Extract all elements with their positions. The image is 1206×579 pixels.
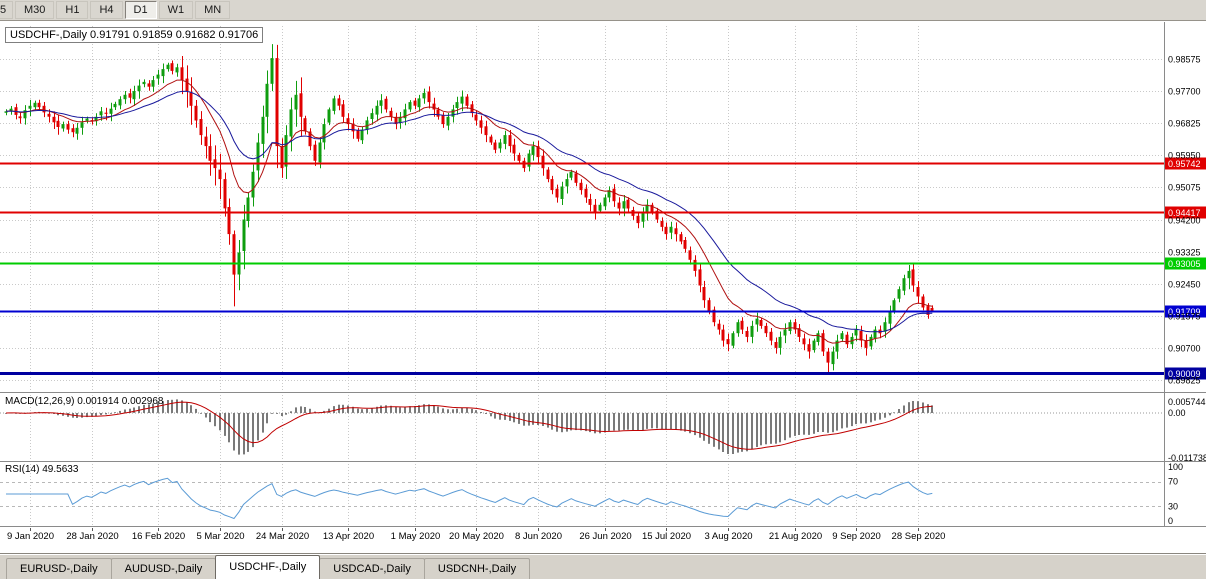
- svg-text:28 Sep 2020: 28 Sep 2020: [892, 531, 946, 542]
- svg-text:0.95075: 0.95075: [1168, 183, 1201, 193]
- tab-usdcnh-daily[interactable]: USDCNH-,Daily: [423, 558, 531, 579]
- moving-averages: [5, 79, 933, 344]
- svg-text:24 Mar 2020: 24 Mar 2020: [256, 531, 309, 542]
- svg-text:0.95742: 0.95742: [1168, 159, 1201, 169]
- timeframe-h1-button[interactable]: H1: [56, 1, 89, 19]
- horizontal-lines: 0.95742 0.94417 0.93005 0.91709 0.90009: [0, 157, 1206, 380]
- svg-text:26 Jun 2020: 26 Jun 2020: [579, 531, 631, 542]
- svg-text:0.92450: 0.92450: [1168, 280, 1201, 290]
- tab-eurusd-daily[interactable]: EURUSD-,Daily: [6, 558, 112, 579]
- svg-text:0: 0: [1168, 516, 1173, 526]
- svg-text:3 Aug 2020: 3 Aug 2020: [704, 531, 752, 542]
- axes: 0.98575 0.97700 0.96825 0.95950 0.95075 0.942…: [0, 22, 1206, 542]
- svg-text:9 Jan 2020: 9 Jan 2020: [7, 531, 54, 542]
- svg-text:0.96825: 0.96825: [1168, 119, 1201, 129]
- svg-text:-0.011738: -0.011738: [1168, 453, 1206, 463]
- svg-text:0.93005: 0.93005: [1168, 259, 1201, 269]
- timeframe-m15-button[interactable]: 5: [0, 1, 13, 19]
- tab-audusd-daily[interactable]: AUDUSD-,Daily: [110, 558, 217, 579]
- timeframe-w1-button[interactable]: W1: [158, 1, 194, 19]
- rsi-panel: [0, 477, 1164, 520]
- macd-indicator-label: MACD(12,26,9) 0.001914 0.002968: [5, 396, 164, 407]
- svg-text:0.91709: 0.91709: [1168, 307, 1201, 317]
- svg-text:21 Aug 2020: 21 Aug 2020: [769, 531, 822, 542]
- svg-text:16 Feb 2020: 16 Feb 2020: [132, 531, 185, 542]
- svg-text:0.90700: 0.90700: [1168, 344, 1201, 354]
- timeframe-toolbar: 5 M30 H1 H4 D1 W1 MN: [0, 0, 1206, 21]
- svg-text:8 Jun 2020: 8 Jun 2020: [515, 531, 562, 542]
- svg-text:20 May 2020: 20 May 2020: [449, 531, 504, 542]
- svg-text:0.94200: 0.94200: [1168, 216, 1201, 226]
- grid: [0, 26, 1164, 525]
- svg-text:13 Apr 2020: 13 Apr 2020: [323, 531, 374, 542]
- svg-text:0.98575: 0.98575: [1168, 55, 1201, 65]
- svg-text:30: 30: [1168, 501, 1178, 511]
- macd-panel: [0, 399, 1164, 455]
- svg-text:0.90009: 0.90009: [1168, 369, 1201, 379]
- tab-usdchf-daily[interactable]: USDCHF-,Daily: [215, 555, 321, 579]
- timeframe-m30-button[interactable]: M30: [15, 1, 55, 19]
- candles: [4, 44, 934, 375]
- svg-text:0.97700: 0.97700: [1168, 87, 1201, 97]
- svg-text:0.005744: 0.005744: [1168, 397, 1206, 407]
- chart-tabs: EURUSD-,Daily AUDUSD-,Daily USDCHF-,Dail…: [0, 553, 1206, 579]
- svg-text:28 Jan 2020: 28 Jan 2020: [66, 531, 118, 542]
- svg-text:0.89825: 0.89825: [1168, 376, 1201, 386]
- timeframe-mn-button[interactable]: MN: [195, 1, 231, 19]
- svg-text:0.93325: 0.93325: [1168, 248, 1201, 258]
- svg-text:0.00: 0.00: [1168, 408, 1186, 418]
- svg-text:15 Jul 2020: 15 Jul 2020: [642, 531, 691, 542]
- timeframe-h4-button[interactable]: H4: [90, 1, 123, 19]
- chart-title: USDCHF-,Daily 0.91791 0.91859 0.91682 0.…: [5, 27, 264, 43]
- svg-text:0.94417: 0.94417: [1168, 208, 1201, 218]
- timeframe-d1-button[interactable]: D1: [124, 1, 157, 19]
- rsi-indicator-label: RSI(14) 49.5633: [5, 464, 79, 475]
- svg-text:1 May 2020: 1 May 2020: [391, 531, 441, 542]
- svg-text:5 Mar 2020: 5 Mar 2020: [196, 531, 244, 542]
- chart-canvas[interactable]: 0.957420.944170.930050.917090.900090.985…: [0, 22, 1206, 553]
- svg-text:0.95950: 0.95950: [1168, 151, 1201, 161]
- svg-text:70: 70: [1168, 477, 1178, 487]
- tab-usdcad-daily[interactable]: USDCAD-,Daily: [319, 558, 425, 579]
- svg-text:100: 100: [1168, 462, 1183, 472]
- svg-text:0.91575: 0.91575: [1168, 312, 1201, 322]
- svg-text:9 Sep 2020: 9 Sep 2020: [832, 531, 881, 542]
